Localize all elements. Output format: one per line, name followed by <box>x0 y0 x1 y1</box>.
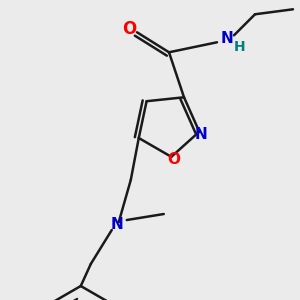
Text: N: N <box>110 217 123 232</box>
Text: N: N <box>195 127 208 142</box>
Text: N: N <box>220 31 233 46</box>
Text: H: H <box>234 40 246 54</box>
Text: O: O <box>122 20 136 38</box>
Text: O: O <box>167 152 180 167</box>
